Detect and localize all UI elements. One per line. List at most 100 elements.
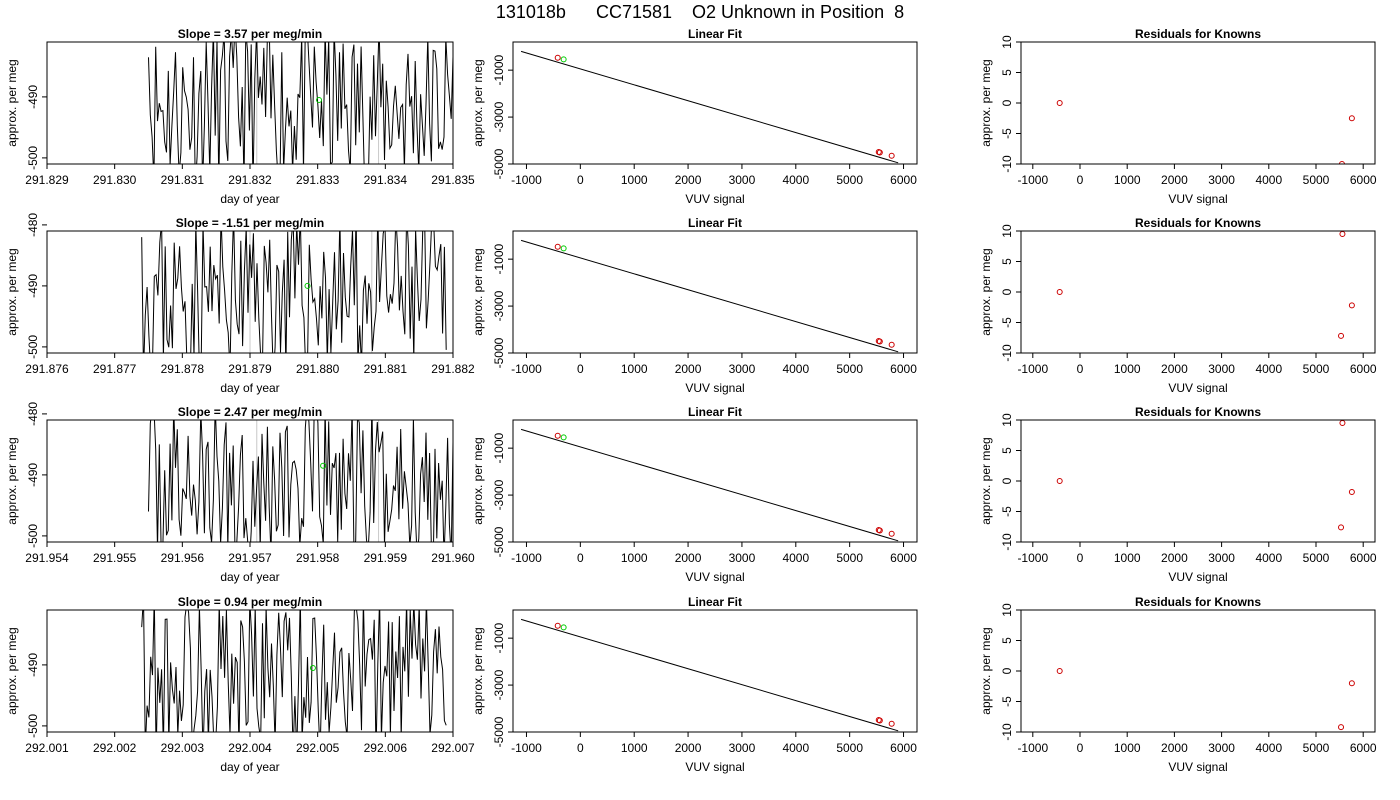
plot-area xyxy=(1056,231,1355,339)
plot-frame xyxy=(1020,230,1376,354)
x-tick-label: 292.003 xyxy=(161,741,205,755)
x-tick-label: 3000 xyxy=(1208,551,1235,565)
y-tick-label: 0 xyxy=(1000,288,1014,295)
panel-3-1: Slope = 2.47 per meg/min 291.954 291.955 29… xyxy=(5,402,475,584)
y-axis-label: approx. per meg xyxy=(5,437,19,524)
y-tick-label: -3000 xyxy=(492,479,506,510)
residual-point xyxy=(1339,231,1346,238)
y-tick-label: 10 xyxy=(1000,603,1014,617)
x-tick-label: 291.955 xyxy=(93,551,137,565)
x-tick-label: 4000 xyxy=(782,551,809,565)
x-tick-label: -1000 xyxy=(1017,741,1048,755)
x-tick-label: 2000 xyxy=(1161,362,1188,376)
panel-title: Linear Fit xyxy=(688,27,742,41)
x-tick-label: 5000 xyxy=(836,741,863,755)
x-tick-label: 6000 xyxy=(1350,741,1377,755)
known-point xyxy=(876,527,883,534)
x-tick-label: 1000 xyxy=(621,741,648,755)
panel-title: Residuals for Knowns xyxy=(1135,216,1261,230)
known-point xyxy=(876,338,883,345)
x-tick-label: 4000 xyxy=(1255,173,1282,187)
fit-line xyxy=(520,239,899,353)
known-point xyxy=(888,720,895,727)
y-axis-label: approx. per meg xyxy=(979,248,993,335)
y-tick-label: -10 xyxy=(1000,723,1014,741)
plot-area xyxy=(141,610,447,732)
x-tick-label: 5000 xyxy=(836,173,863,187)
y-axis-label: approx. per meg xyxy=(979,59,993,146)
plot-area xyxy=(520,50,899,164)
known-point xyxy=(888,530,895,537)
y-tick-label: 0 xyxy=(1000,667,1014,674)
y-tick-label: 10 xyxy=(1000,413,1014,427)
x-tick-label: 292.007 xyxy=(431,741,475,755)
known-point xyxy=(888,341,895,348)
series-line-1 xyxy=(141,231,447,353)
x-tick-label: 291.958 xyxy=(296,551,340,565)
panel-title: Linear Fit xyxy=(688,595,742,609)
residual-point xyxy=(1056,478,1063,484)
known-point xyxy=(554,622,561,629)
x-tick-label: 1000 xyxy=(1114,551,1141,565)
residual-point xyxy=(1348,115,1355,122)
residual-point xyxy=(1348,680,1355,687)
x-tick-label: 291.954 xyxy=(25,551,69,565)
x-tick-label: 5000 xyxy=(1303,551,1330,565)
x-tick-label: 2000 xyxy=(675,551,702,565)
residual-point xyxy=(1056,100,1063,106)
residual-point xyxy=(1348,488,1355,495)
panel-title: Slope = 2.47 per meg/min xyxy=(178,405,322,419)
y-tick-label: -5 xyxy=(1000,696,1014,707)
y-tick-label: -5000 xyxy=(492,337,506,368)
y-tick-label: -5 xyxy=(1000,128,1014,139)
panel-1-3: Residuals for Knowns -1000 0 1000 2000 3000 40… xyxy=(979,27,1377,206)
plot-frame xyxy=(1020,41,1376,165)
unknown-point xyxy=(560,245,567,252)
x-axis-label: day of year xyxy=(220,192,279,206)
plot-frame xyxy=(512,609,918,733)
x-tick-label: -1000 xyxy=(511,741,542,755)
x-tick-label: 291.956 xyxy=(161,551,205,565)
x-tick-label: -1000 xyxy=(1017,173,1048,187)
x-tick-label: 291.959 xyxy=(364,551,408,565)
x-tick-label: 6000 xyxy=(1350,551,1377,565)
plot-frame xyxy=(512,41,918,165)
x-tick-label: 5000 xyxy=(836,362,863,376)
panel-title: Residuals for Knowns xyxy=(1135,405,1261,419)
x-tick-label: 1000 xyxy=(1114,362,1141,376)
plot-area xyxy=(1056,668,1355,731)
y-tick-label: 10 xyxy=(1000,35,1014,49)
panel-title: Linear Fit xyxy=(688,216,742,230)
x-tick-label: 3000 xyxy=(729,362,756,376)
x-tick-label: 292.001 xyxy=(25,741,69,755)
known-point xyxy=(876,149,883,156)
unknown-point xyxy=(560,624,567,631)
x-tick-label: 6000 xyxy=(890,173,917,187)
y-tick-label: -490 xyxy=(26,653,40,677)
y-tick-label: -3000 xyxy=(492,669,506,700)
x-axis-label: VUV signal xyxy=(685,760,744,774)
y-tick-label: -480 xyxy=(26,213,40,237)
x-axis-label: VUV signal xyxy=(685,570,744,584)
plot-area xyxy=(141,231,447,353)
panel-4-1: Slope = 0.94 per meg/min 292.001 292.002 29… xyxy=(5,595,475,774)
residual-point xyxy=(1056,289,1063,295)
x-tick-label: -1000 xyxy=(1017,362,1048,376)
panel-title: Residuals for Knowns xyxy=(1135,27,1261,41)
x-tick-label: -1000 xyxy=(511,362,542,376)
x-tick-label: 6000 xyxy=(890,551,917,565)
x-axis-label: VUV signal xyxy=(1168,381,1227,395)
plot-frame xyxy=(1020,609,1376,733)
x-tick-label: -1000 xyxy=(511,173,542,187)
x-axis-label: day of year xyxy=(220,570,279,584)
residual-point xyxy=(1348,302,1355,309)
x-tick-label: 292.004 xyxy=(228,741,272,755)
x-axis-label: day of year xyxy=(220,381,279,395)
y-tick-label: -3000 xyxy=(492,290,506,321)
x-axis-label: VUV signal xyxy=(1168,192,1227,206)
x-tick-label: 1000 xyxy=(621,362,648,376)
x-tick-label: 3000 xyxy=(729,551,756,565)
unknown-marker xyxy=(304,282,311,289)
known-point xyxy=(554,243,561,250)
unknown-marker xyxy=(309,664,316,671)
